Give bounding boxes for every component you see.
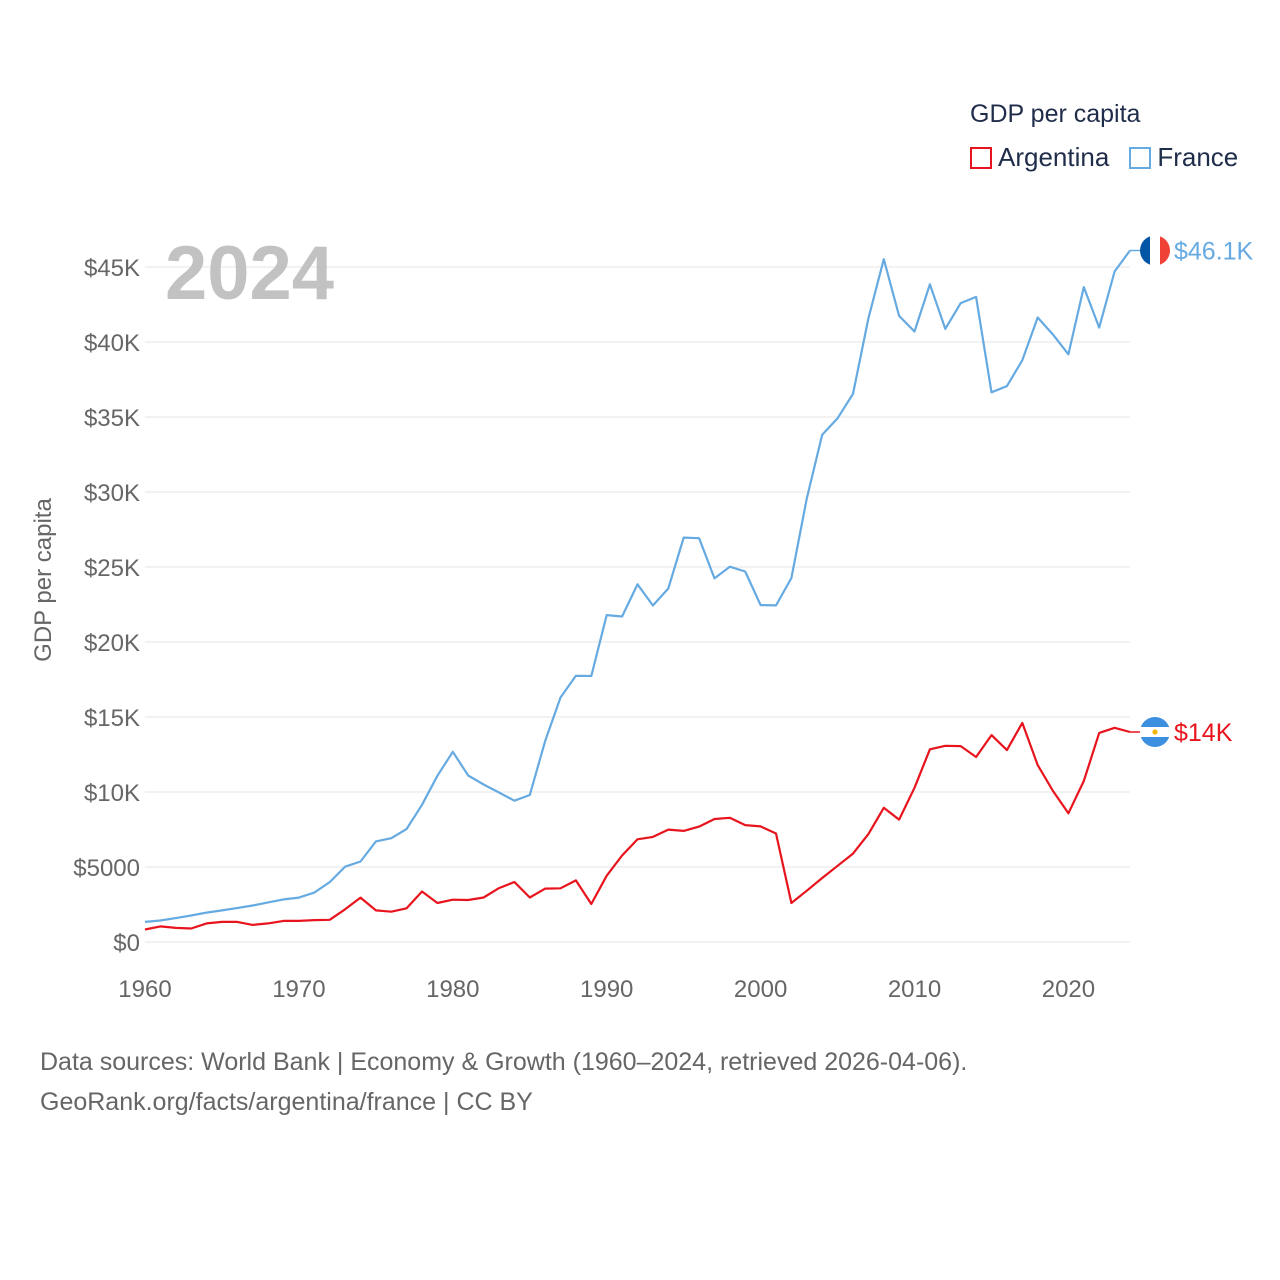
y-tick-label: $10K xyxy=(84,780,140,807)
x-tick-label: 2020 xyxy=(1042,976,1095,1003)
legend-label-argentina: Argentina xyxy=(998,142,1110,172)
year-label: 2024 xyxy=(165,231,334,316)
x-tick-label: 1960 xyxy=(118,976,171,1003)
y-tick-label: $30K xyxy=(84,480,140,507)
data-sources-text: Data sources: World Bank | Economy & Gro… xyxy=(40,1048,968,1076)
y-tick-label: $25K xyxy=(84,555,140,582)
series-end-labels: $46.1K $14K xyxy=(1130,235,1254,747)
argentina-flag-icon xyxy=(1140,717,1170,747)
legend-title: GDP per capita xyxy=(970,100,1141,128)
end-value-label-argentina: $14K xyxy=(1174,719,1233,747)
y-axis-title: GDP per capita xyxy=(30,498,57,662)
x-axis-tick-labels: 1960 1970 1980 1990 2000 2010 2020 xyxy=(118,976,1095,1003)
legend-swatch-argentina xyxy=(970,146,992,169)
y-tick-label: $45K xyxy=(84,255,140,282)
gridlines xyxy=(145,266,1130,943)
y-axis-tick-labels: $0 $5000 $10K $15K $20K $25K $30K $35K $40K $45K xyxy=(73,255,140,957)
legend-label-france: France xyxy=(1157,142,1239,172)
y-tick-label: $35K xyxy=(84,405,140,432)
legend-item-france[interactable]: France xyxy=(1129,142,1238,173)
y-tick-label: $40K xyxy=(84,330,140,357)
y-tick-label: $0 xyxy=(113,930,140,957)
y-tick-label: $5000 xyxy=(73,855,140,882)
legend: Argentina France xyxy=(970,142,1258,173)
series-lines xyxy=(144,249,1131,931)
x-tick-label: 1980 xyxy=(426,976,479,1003)
series-line-france[interactable] xyxy=(144,249,1131,923)
x-tick-label: 2010 xyxy=(888,976,941,1003)
legend-item-argentina[interactable]: Argentina xyxy=(970,142,1109,173)
x-tick-label: 1970 xyxy=(272,976,325,1003)
y-tick-label: $20K xyxy=(84,630,140,657)
y-tick-label: $15K xyxy=(84,705,140,732)
series-line-argentina[interactable] xyxy=(144,721,1131,931)
x-tick-label: 2000 xyxy=(734,976,787,1003)
end-value-label-france: $46.1K xyxy=(1174,238,1254,266)
source-link[interactable]: GeoRank.org/facts/argentina/france | CC … xyxy=(40,1088,533,1116)
france-flag-icon xyxy=(1140,235,1170,266)
legend-swatch-france xyxy=(1129,146,1152,169)
footer: Data sources: World Bank | Economy & Gro… xyxy=(40,1042,967,1122)
x-tick-label: 1990 xyxy=(580,976,633,1003)
